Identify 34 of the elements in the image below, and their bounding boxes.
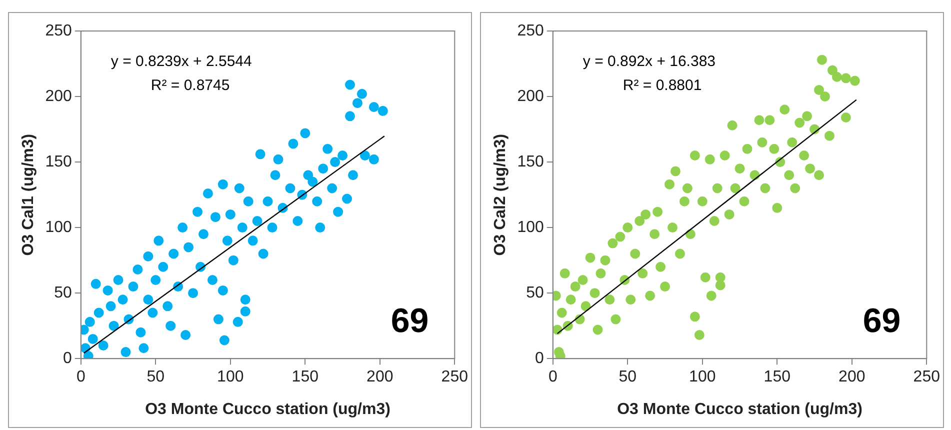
y-tick-label: 0 <box>62 350 72 368</box>
y-tick-label: 200 <box>517 88 544 105</box>
y-tick-label: 0 <box>534 350 544 368</box>
annotation: R² = 0.8745 <box>150 77 230 94</box>
x-tick-label: 250 <box>441 368 468 386</box>
x-tick-label: 150 <box>764 368 791 386</box>
x-tick-label: 0 <box>76 368 86 386</box>
annotation: R² = 0.8801 <box>622 77 702 94</box>
x-tick-label: 250 <box>913 368 940 386</box>
y-tick-label: 100 <box>517 218 544 236</box>
annotation: y = 0.892x + 16.383 <box>582 53 716 70</box>
y-tick-label: 100 <box>45 218 72 236</box>
annotation: 69 <box>862 302 901 340</box>
y-tick-label: 250 <box>45 22 72 40</box>
x-tick-label: 50 <box>618 368 637 386</box>
y-tick-label: 150 <box>517 153 544 170</box>
x-axis-title: O3 Monte Cucco station (ug/m3) <box>617 400 862 418</box>
y-tick-label: 50 <box>526 284 544 302</box>
x-axis-title: O3 Monte Cucco station (ug/m3) <box>145 400 390 418</box>
y-tick-label: 50 <box>54 284 72 302</box>
y-tick-label: 150 <box>45 153 72 170</box>
x-tick-label: 0 <box>548 368 558 386</box>
y-axis-title: O3 Cal1 (ug/m3) <box>20 134 38 256</box>
x-tick-label: 100 <box>689 368 716 386</box>
y-tick-label: 250 <box>517 22 544 40</box>
annotation: 69 <box>390 302 429 340</box>
y-axis-title: O3 Cal2 (ug/m3) <box>492 134 510 256</box>
x-tick-label: 50 <box>146 368 165 386</box>
x-tick-label: 200 <box>366 368 394 386</box>
x-tick-label: 100 <box>217 368 244 386</box>
annotation: y = 0.8239x + 2.5544 <box>110 53 252 70</box>
x-tick-label: 150 <box>292 368 319 386</box>
x-tick-label: 200 <box>838 368 866 386</box>
y-tick-label: 200 <box>45 88 72 105</box>
